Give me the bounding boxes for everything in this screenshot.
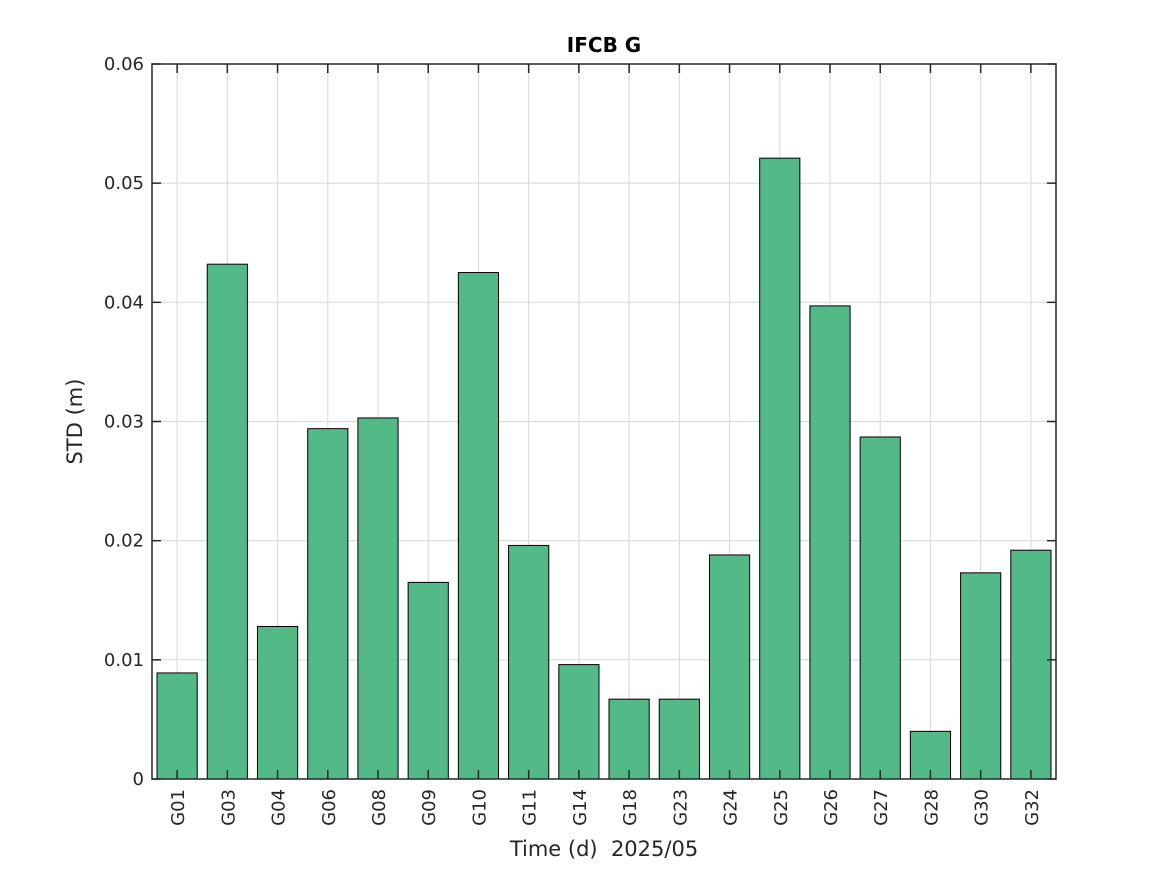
bar-g10 — [457, 272, 500, 780]
bar-g01 — [156, 672, 198, 780]
bars — [156, 157, 1052, 780]
bar-g24 — [708, 554, 751, 780]
bar-g06 — [307, 428, 349, 780]
x-tick-label: G24 — [721, 789, 742, 826]
x-tick-label: G09 — [419, 789, 440, 826]
y-tick-labels: 0 0.01 0.02 0.03 0.04 0.05 0.06 — [104, 54, 144, 790]
x-tick-label: G04 — [269, 789, 290, 826]
x-tick-label: G14 — [570, 789, 591, 826]
x-tick-label: G27 — [871, 789, 892, 826]
y-axis-label: STD (m) — [63, 379, 87, 465]
x-tick-labels: G01 G03 G04 G06 G08 G09 G10 G11 G14 G18 G23 G24 G25 G… — [168, 789, 1043, 826]
x-tick-label: G26 — [821, 789, 842, 826]
x-tick-label: G30 — [972, 789, 993, 826]
x-tick-label: G08 — [369, 789, 390, 826]
x-tick-label: G25 — [771, 789, 792, 826]
x-tick-label: G01 — [168, 789, 189, 826]
x-tick-label: G03 — [218, 789, 239, 826]
x-tick-label: G06 — [319, 789, 340, 826]
y-tick-label: 0.01 — [104, 650, 144, 671]
x-tick-label: G18 — [620, 789, 641, 826]
bar-g26 — [809, 305, 851, 780]
x-tick-label: G32 — [1022, 789, 1043, 826]
x-tick-label: G11 — [520, 789, 541, 826]
x-tick-label: G23 — [670, 789, 691, 826]
bar-g09 — [407, 581, 449, 780]
bar-g18 — [608, 698, 650, 780]
x-tick-label: G10 — [469, 789, 490, 826]
bar-g23 — [658, 698, 700, 780]
y-tick-label: 0.03 — [104, 412, 144, 433]
bar-g25 — [759, 157, 801, 780]
bar-g11 — [508, 544, 550, 780]
axis-ticks — [152, 63, 1056, 780]
y-tick-label: 0.05 — [104, 173, 144, 194]
y-tick-label: 0.02 — [104, 531, 144, 552]
bar-g27 — [859, 436, 901, 780]
bar-g03 — [206, 263, 248, 780]
x-axis-label: Time (d) 2025/05 — [509, 837, 698, 861]
x-tick-label: G28 — [921, 789, 942, 826]
chart-title: IFCB G — [567, 33, 641, 57]
y-tick-label: 0.04 — [104, 292, 144, 313]
y-tick-label: 0.06 — [104, 54, 144, 75]
bar-g30 — [960, 572, 1002, 780]
bar-g14 — [558, 664, 600, 780]
bar-g04 — [256, 625, 299, 780]
bar-g08 — [357, 417, 399, 780]
bar-g32 — [1010, 549, 1052, 780]
y-tick-label: 0 — [133, 769, 144, 790]
